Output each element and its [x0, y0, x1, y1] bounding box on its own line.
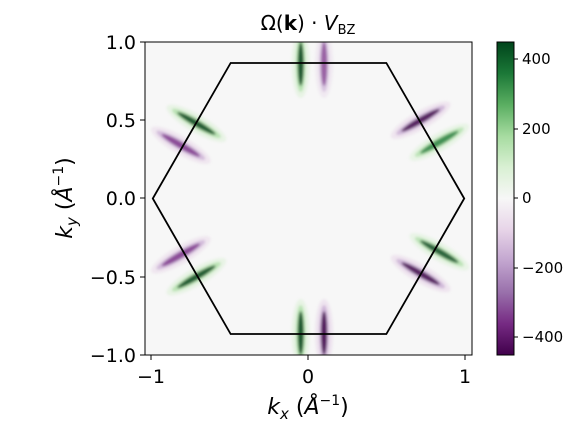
colorbar-tick-label: 400: [522, 50, 551, 68]
brillouin-zone-hexagon: [151, 62, 466, 335]
y-tick-label: 0.5: [106, 110, 136, 132]
x-tick-label: 1: [459, 366, 471, 388]
chart-title: Ω(k) · VBZ: [261, 11, 356, 38]
curvature-arc-positive: [409, 233, 470, 271]
x-tick-label: 0: [302, 366, 314, 388]
curvature-arc-negative: [151, 236, 211, 274]
curvature-arc-negative: [315, 299, 334, 355]
curvature-arc-band: [401, 108, 440, 132]
curvature-arc-negative: [315, 42, 334, 98]
curvature-arc-band: [177, 265, 216, 289]
curvature-arc-band: [297, 311, 304, 355]
curvature-arc-band: [321, 311, 328, 355]
y-axis-label: ky (Å−1): [51, 157, 81, 239]
y-tick-label: 0.0: [106, 188, 136, 210]
curvature-arc-band: [321, 42, 328, 86]
plot-background: [145, 42, 472, 355]
curvature-arc-band: [161, 243, 200, 267]
colorbar-tick-label: −400: [522, 328, 563, 346]
colorbar: 400 200 0 −200 −400: [496, 41, 563, 356]
colorbar-tick-label: −200: [522, 259, 563, 277]
curvature-arc-band: [161, 133, 200, 157]
y-axis: 1.0 0.5 0.0 −0.5 −1.0: [90, 32, 145, 367]
colorbar-tick-label: 200: [522, 120, 551, 138]
curvature-arc-positive: [291, 42, 310, 98]
curvature-arc-band: [297, 42, 304, 86]
curvature-arc-positive: [409, 123, 470, 161]
y-tick-label: −0.5: [90, 267, 136, 289]
curvature-arc-negative: [390, 101, 451, 139]
curvature-arc-positive: [291, 299, 310, 355]
curvature-arc-band: [420, 240, 459, 264]
y-tick-label: −1.0: [90, 345, 136, 367]
colorbar-gradient: [496, 41, 515, 356]
y-tick-label: 1.0: [106, 32, 136, 54]
colorbar-tick-label: 0: [522, 189, 532, 207]
curvature-arc-band: [420, 130, 459, 154]
x-tick-label: −1: [137, 366, 165, 388]
curvature-arc-positive: [166, 258, 227, 296]
x-axis: −1 0 1: [137, 355, 471, 388]
x-axis-label: kx (Å−1): [267, 393, 349, 423]
curvature-arc-negative: [151, 126, 211, 164]
